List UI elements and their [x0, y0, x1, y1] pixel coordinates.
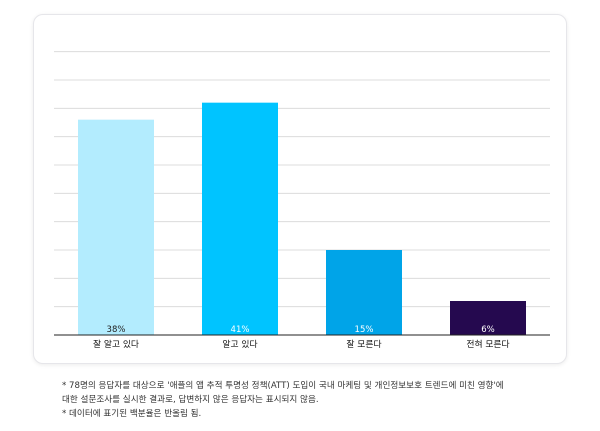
bar	[450, 301, 526, 335]
chart-card: 38% 잘 알고 있다 41% 알고 있다 15% 잘 모른다 6% 전혀 모른다	[33, 14, 567, 364]
data-label: 38%	[107, 325, 126, 335]
footnote-line: 대한 설문조사를 실시한 결과로, 답변하지 않은 응답자는 표시되지 않음.	[62, 395, 319, 405]
x-tick-label: 전혀 모른다	[466, 339, 509, 350]
bar-chart: 38% 잘 알고 있다 41% 알고 있다 15% 잘 모른다 6% 전혀 모른다	[54, 51, 550, 350]
bar	[78, 119, 154, 336]
bar	[326, 250, 402, 335]
data-label: 15%	[355, 325, 374, 335]
bar	[202, 102, 278, 336]
x-tick-label: 알고 있다	[222, 338, 257, 350]
data-label: 41%	[231, 325, 250, 335]
x-tick-label: 잘 알고 있다	[93, 338, 139, 350]
footnote-line: * 78명의 응답자를 대상으로 '애플의 앱 추적 투명성 정책(ATT) 도…	[62, 381, 504, 391]
footnotes: * 78명의 응답자를 대상으로 '애플의 앱 추적 투명성 정책(ATT) 도…	[62, 379, 582, 421]
data-label: 6%	[481, 325, 495, 335]
footnote-line: * 데이터에 표기된 백분율은 반올림 됨.	[62, 409, 202, 419]
x-tick-label: 잘 모른다	[346, 338, 381, 350]
